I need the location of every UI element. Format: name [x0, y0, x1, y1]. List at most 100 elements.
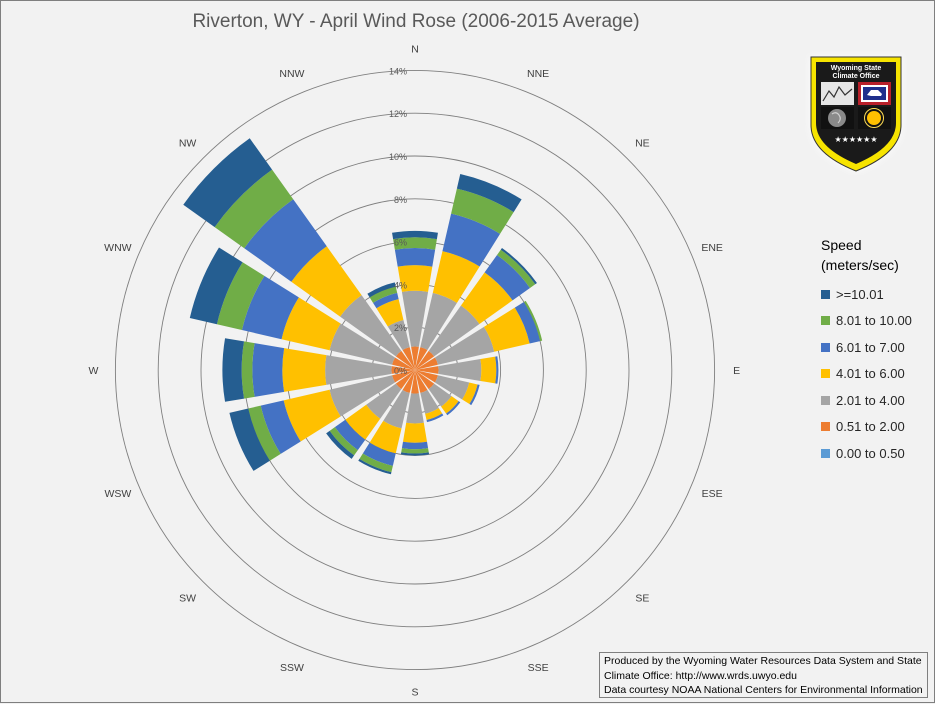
grid-ring: [114, 69, 716, 671]
rose-segment-nnw: [376, 299, 404, 327]
rose-segment-w: [325, 355, 392, 385]
seal-text-line-2: Climate Office: [832, 73, 879, 80]
rose-segment-n: [392, 230, 438, 240]
direction-label: W: [88, 365, 98, 377]
rose-segment-ese: [469, 384, 480, 406]
rose-segment-wsw: [248, 405, 281, 461]
rose-segment-nne: [415, 347, 428, 370]
rose-segment-w: [241, 341, 255, 399]
direction-label: WNW: [104, 242, 131, 254]
rose-segment-nnw: [387, 319, 410, 351]
radial-tick-label: 0%: [394, 366, 407, 376]
rose-segment-nne: [442, 213, 501, 267]
rose-segment-s: [411, 370, 419, 394]
direction-label: NE: [635, 138, 650, 150]
legend-label: 0.00 to 0.50: [836, 445, 905, 461]
direction-label: NNE: [527, 68, 549, 80]
climate-office-seal: Wyoming State Climate Office ★★★★★★: [810, 56, 902, 172]
rose-segment-nw: [183, 138, 273, 228]
legend-title-line-2: (meters/sec): [821, 257, 899, 273]
radial-tick-label: 4%: [394, 280, 407, 290]
rose-segment-s: [401, 441, 429, 450]
rose-segment-sse: [420, 389, 439, 414]
credits-line-2: Climate Office: http://www.wrds.uwyo.edu: [604, 669, 797, 682]
rose-segment-ene: [434, 326, 495, 365]
legend-title-line-1: Speed: [821, 237, 862, 253]
rose-segment-ene: [415, 357, 438, 370]
rose-segment-n: [397, 265, 433, 292]
rose-segment-wnw: [392, 357, 415, 370]
rose-segment-ssw: [402, 370, 415, 393]
direction-label: S: [411, 687, 418, 699]
rose-segment-nw: [244, 199, 327, 282]
credits-box: Produced by the Wyoming Water Resources …: [599, 652, 928, 698]
rose-segment-sse: [415, 370, 428, 393]
legend-item: 2.01 to 4.00: [821, 387, 933, 414]
legend-swatch: [821, 316, 830, 326]
rose-segment-wsw: [283, 389, 341, 442]
radial-tick-label: 12%: [389, 109, 407, 119]
rose-segment-se: [415, 370, 435, 390]
rose-segment-sw: [326, 430, 355, 459]
rose-segment-ne: [428, 305, 480, 357]
direction-label: NNW: [279, 68, 304, 80]
legend-label: >=10.01: [836, 286, 884, 302]
rose-segment-w: [282, 348, 327, 392]
rose-segment-wsw: [392, 370, 415, 383]
rose-segment-s: [401, 448, 429, 454]
rose-segment-sw: [366, 383, 402, 419]
legend-title: Speed (meters/sec): [821, 235, 933, 275]
rose-segment-nw: [395, 350, 415, 370]
legend-label: 4.01 to 6.00: [836, 366, 905, 382]
legend-swatch: [821, 289, 830, 299]
legend-item: >=10.01: [821, 281, 933, 308]
direction-label: WSW: [104, 488, 131, 500]
rose-segment-sw: [334, 419, 366, 451]
rose-segment-ne: [497, 249, 536, 288]
direction-label: SSE: [528, 662, 549, 674]
rose-segment-e: [415, 366, 439, 374]
rose-segment-ese: [434, 375, 470, 400]
radial-tick-label: 8%: [394, 195, 407, 205]
legend-item: 4.01 to 6.00: [821, 361, 933, 388]
rose-segment-se: [441, 396, 459, 414]
rose-segment-wnw: [281, 297, 341, 351]
rose-segment-n: [394, 248, 436, 267]
rose-segment-sw: [329, 427, 358, 456]
legend-item: 0.00 to 0.50: [821, 440, 933, 467]
rose-segment-s: [400, 452, 430, 456]
rose-segment-nne: [420, 292, 457, 351]
rose-segment-ene: [514, 301, 541, 344]
rose-segment-w: [391, 366, 415, 374]
direction-label: N: [411, 43, 419, 55]
radial-tick-label: 6%: [394, 238, 407, 248]
rose-segment-nne: [456, 173, 522, 213]
legend-item: 0.51 to 2.00: [821, 414, 933, 441]
rose-segment-ssw: [362, 442, 396, 466]
rose-segment-ne: [500, 248, 537, 285]
rose-segment-s: [406, 393, 424, 424]
seal-text-line-1: Wyoming State: [831, 65, 882, 72]
rose-segment-nne: [451, 188, 514, 234]
rose-segment-n: [401, 290, 429, 347]
rose-segment-ssw: [359, 453, 393, 473]
chart-title: Riverton, WY - April Wind Rose (2006-201…: [192, 11, 640, 32]
rose-segment-ne: [415, 350, 435, 370]
credits-line-3: Data courtesy NOAA National Centers for …: [604, 684, 923, 696]
legend-swatch: [821, 395, 830, 405]
rose-segment-ese: [462, 382, 478, 405]
radial-tick-label: 14%: [389, 66, 407, 76]
rose-segment-wnw: [216, 262, 265, 331]
rose-segment-s: [402, 422, 428, 443]
rose-segment-ssw: [369, 420, 402, 454]
svg-text:★★★★★★: ★★★★★★: [834, 135, 877, 144]
rose-segment-w: [252, 343, 285, 397]
rose-segment-ne: [460, 272, 513, 325]
legend-label: 6.01 to 7.00: [836, 339, 905, 355]
legend-swatch: [821, 369, 830, 379]
rose-segment-nnw: [367, 282, 396, 298]
rose-segment-sw: [395, 370, 415, 390]
seal-stars-icon: ★★★★★★: [834, 135, 877, 144]
rose-segment-sw: [345, 404, 381, 440]
rose-segment-wnw: [241, 275, 299, 340]
